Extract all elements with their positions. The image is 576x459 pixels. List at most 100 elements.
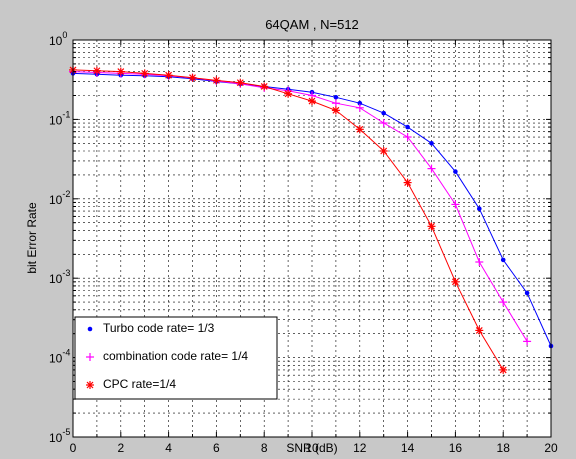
marker-stroke bbox=[428, 222, 435, 230]
legend-symbol-combination bbox=[86, 353, 94, 361]
data-point-combination bbox=[379, 119, 388, 128]
marker-stroke bbox=[284, 90, 292, 98]
marker-stroke bbox=[212, 76, 220, 84]
y-tick-base: 10 bbox=[49, 34, 63, 48]
y-tick-base: 10 bbox=[49, 272, 63, 286]
y-tick-label: 10-3 bbox=[49, 268, 70, 286]
y-tick-base: 10 bbox=[49, 352, 63, 366]
marker-stroke bbox=[86, 381, 94, 389]
data-point-cpc bbox=[331, 106, 340, 115]
data-point-cpc bbox=[116, 67, 125, 76]
marker-stroke bbox=[356, 125, 364, 133]
y-tick-base: 10 bbox=[49, 431, 63, 445]
legend-box bbox=[74, 316, 278, 400]
series-layer bbox=[69, 65, 554, 374]
x-tick-label: 20 bbox=[544, 441, 558, 455]
y-axis-label: bit Error Rate bbox=[25, 202, 39, 274]
x-tick-label: 4 bbox=[165, 441, 172, 455]
x-tick-label: 10 bbox=[305, 441, 319, 455]
marker-stroke bbox=[332, 106, 340, 114]
data-point-cpc bbox=[212, 76, 221, 85]
marker-stroke bbox=[308, 97, 316, 105]
marker-stroke bbox=[475, 326, 483, 334]
data-point-combination bbox=[475, 257, 484, 266]
legend-label-cpc: CPC rate=1/4 bbox=[103, 377, 176, 391]
chart-title: 64QAM , N=512 bbox=[265, 17, 359, 32]
y-tick-base: 10 bbox=[49, 113, 63, 127]
data-point-combination bbox=[523, 337, 532, 346]
series-turbo bbox=[70, 71, 554, 349]
data-point-cpc bbox=[355, 125, 364, 134]
x-tick-label: 6 bbox=[213, 441, 220, 455]
data-point-combination bbox=[451, 200, 460, 209]
series-cpc bbox=[69, 65, 508, 374]
data-point-turbo bbox=[333, 94, 339, 100]
x-tick-label: 18 bbox=[497, 441, 511, 455]
x-tick-label: 14 bbox=[401, 441, 415, 455]
marker-stroke bbox=[93, 67, 101, 75]
data-point-combination bbox=[427, 164, 436, 173]
data-point-cpc bbox=[499, 365, 508, 374]
x-tick-label: 0 bbox=[70, 441, 77, 455]
x-tick-label: 8 bbox=[261, 441, 268, 455]
y-tick-exponent: -4 bbox=[62, 348, 70, 358]
marker-stroke bbox=[236, 79, 244, 87]
legend-label-turbo: Turbo code rate= 1/3 bbox=[103, 321, 215, 335]
data-point-cpc bbox=[260, 82, 269, 91]
y-tick-label: 10-4 bbox=[49, 348, 70, 366]
y-tick-exponent: -2 bbox=[62, 189, 70, 199]
data-point-turbo bbox=[524, 290, 530, 296]
data-point-turbo bbox=[381, 110, 387, 116]
marker-stroke bbox=[260, 83, 268, 90]
data-point-combination bbox=[355, 103, 364, 112]
data-point-cpc bbox=[379, 146, 388, 155]
data-point-cpc bbox=[92, 66, 101, 75]
data-point-cpc bbox=[140, 69, 149, 78]
legend-marker-turbo bbox=[87, 326, 93, 332]
y-tick-exponent: -5 bbox=[62, 427, 70, 437]
data-point-cpc bbox=[451, 277, 460, 286]
x-tick-label: 16 bbox=[449, 441, 463, 455]
y-tick-base: 10 bbox=[49, 193, 63, 207]
x-axis-label: SNR (dB) bbox=[286, 441, 337, 455]
data-point-cpc bbox=[308, 97, 316, 106]
legend: Turbo code rate= 1/3 combination code ra… bbox=[74, 316, 278, 400]
y-tick-exponent: -1 bbox=[62, 109, 70, 119]
y-tick-label: 10-2 bbox=[49, 189, 70, 207]
marker-stroke bbox=[117, 68, 125, 76]
legend-marker-combination bbox=[86, 353, 94, 361]
y-tick-label: 100 bbox=[49, 30, 67, 48]
data-point-turbo bbox=[453, 169, 458, 174]
marker-stroke bbox=[165, 71, 173, 79]
legend-marker-cpc bbox=[86, 381, 94, 389]
y-tick-label: 10-1 bbox=[49, 109, 70, 127]
data-point-cpc bbox=[284, 89, 293, 98]
data-point-combination bbox=[331, 99, 340, 108]
marker-stroke bbox=[499, 366, 507, 374]
data-point-combination bbox=[499, 298, 508, 307]
data-point-cpc bbox=[427, 222, 436, 231]
y-tick-label: 10-5 bbox=[49, 427, 70, 445]
x-tick-label: 12 bbox=[353, 441, 367, 455]
data-point-combination bbox=[403, 133, 412, 142]
data-point-cpc bbox=[188, 73, 197, 82]
legend-label-combination: combination code rate= 1/4 bbox=[103, 349, 248, 363]
x-tick-label: 2 bbox=[117, 441, 124, 455]
data-point-turbo bbox=[357, 100, 363, 106]
x-ticks: 0 2 4 6 8 10 12 14 16 18 20 bbox=[70, 40, 558, 455]
marker-stroke bbox=[451, 278, 459, 286]
data-point-cpc bbox=[236, 78, 245, 87]
data-point-cpc bbox=[403, 178, 412, 187]
legend-symbol-cpc bbox=[86, 381, 94, 389]
data-point-turbo bbox=[500, 257, 506, 263]
y-tick-exponent: -3 bbox=[62, 268, 70, 278]
data-point-turbo bbox=[429, 141, 434, 146]
marker-stroke bbox=[189, 74, 196, 82]
data-point-cpc bbox=[164, 71, 173, 80]
data-point-cpc bbox=[475, 326, 484, 335]
data-point-turbo bbox=[405, 124, 410, 130]
legend-symbol-turbo bbox=[87, 326, 93, 332]
marker-stroke bbox=[141, 69, 149, 77]
